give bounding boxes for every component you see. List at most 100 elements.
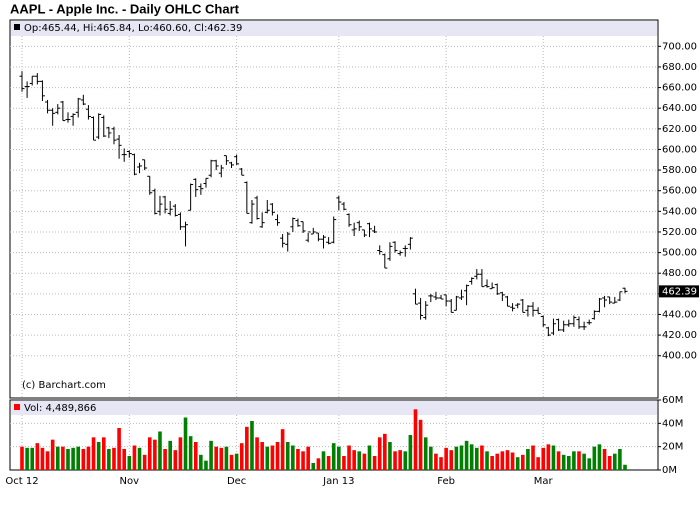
- volume-bar: [531, 445, 535, 470]
- volume-bar: [291, 445, 295, 470]
- volume-bar: [20, 446, 24, 470]
- volume-bar: [91, 437, 96, 470]
- volume-bar: [321, 451, 326, 470]
- y-tick-label: 60M: [662, 395, 683, 406]
- y-tick-label: 620.00: [662, 124, 697, 135]
- volume-bar: [454, 446, 459, 470]
- volume-bar: [413, 409, 418, 470]
- volume-bar: [137, 447, 142, 470]
- y-tick-label: 520.00: [662, 227, 697, 238]
- volume-bar: [444, 447, 448, 470]
- copyright: (c) Barchart.com: [22, 380, 106, 391]
- y-tick-label: 680.00: [662, 62, 697, 73]
- volume-bar: [566, 456, 571, 470]
- volume-bar: [362, 453, 367, 470]
- volume-bar: [204, 460, 208, 470]
- volume-bar: [55, 446, 60, 470]
- volume-bar: [45, 451, 50, 470]
- volume-bar: [331, 443, 336, 470]
- volume-bar: [541, 447, 546, 470]
- volume-bar: [326, 456, 331, 470]
- volume-bar: [439, 457, 443, 470]
- y-tick-label: 580.00: [662, 165, 697, 176]
- volume-bar: [117, 428, 121, 470]
- volume-bar: [76, 446, 81, 470]
- volume-bar: [112, 447, 116, 470]
- volume-bar: [546, 444, 551, 470]
- volume-bar: [408, 435, 413, 470]
- volume-bar: [623, 464, 627, 470]
- volume-bar: [40, 447, 45, 470]
- volume-bar: [153, 439, 157, 470]
- volume-bar: [587, 458, 592, 470]
- volume-bar: [383, 433, 387, 470]
- y-tick-label: 400.00: [662, 351, 697, 362]
- y-tick-label: 660.00: [662, 83, 697, 94]
- volume-bar: [536, 457, 540, 470]
- volume-bar: [122, 449, 127, 470]
- volume-bar: [35, 443, 40, 470]
- volume-bar: [199, 454, 203, 470]
- volume-bar: [597, 444, 602, 470]
- volume-bar: [602, 449, 607, 470]
- volume-bar: [306, 446, 310, 470]
- y-tick-label: 540.00: [662, 206, 697, 217]
- volume-bar: [158, 431, 162, 470]
- volume-bar: [316, 458, 321, 470]
- volume-bar: [280, 429, 285, 470]
- volume-bar: [464, 440, 469, 470]
- volume-bar: [388, 442, 392, 470]
- volume-bar: [459, 445, 464, 470]
- volume-bar: [188, 436, 193, 470]
- volume-bar: [342, 456, 346, 470]
- volume-bar: [347, 445, 351, 470]
- volume-bar: [250, 421, 254, 470]
- volume-bar: [418, 419, 423, 470]
- volume-bar: [490, 456, 494, 470]
- y-tick-label: 700.00: [662, 41, 697, 52]
- volume-bar: [480, 445, 484, 470]
- volume-bar: [561, 454, 566, 470]
- volume-bar: [393, 451, 397, 470]
- volume-bar: [219, 447, 224, 470]
- volume-bar: [178, 437, 183, 470]
- x-tick-label: Oct 12: [5, 476, 38, 487]
- legend-swatch: [14, 404, 20, 410]
- volume-bar: [265, 446, 270, 470]
- volume-bar: [434, 453, 438, 470]
- volume-bar: [239, 443, 244, 470]
- volume-bar: [510, 452, 515, 470]
- volume-bar: [30, 447, 35, 470]
- volume-bar: [229, 454, 234, 470]
- volume-bar: [357, 451, 362, 470]
- volume-bar: [245, 426, 249, 470]
- price-header: [11, 21, 657, 36]
- volume-bar: [337, 446, 341, 470]
- y-tick-label: 0M: [662, 465, 677, 476]
- volume-bar: [234, 453, 239, 470]
- volume-bar: [495, 453, 500, 470]
- volume-header: [11, 401, 657, 415]
- volume-bar: [449, 450, 454, 470]
- volume-bar: [556, 451, 561, 470]
- volume-bar: [142, 454, 147, 470]
- y-tick-label: 640.00: [662, 103, 697, 114]
- volume-bar: [485, 451, 489, 470]
- volume-bar: [377, 437, 382, 470]
- x-tick-label: Nov: [120, 476, 140, 487]
- volume-bar: [193, 442, 198, 470]
- volume-bar: [398, 450, 402, 470]
- volume-bar: [520, 454, 525, 470]
- volume-bar: [551, 445, 556, 470]
- volume-bar: [296, 449, 300, 470]
- volume-bar: [255, 437, 259, 470]
- volume-bar: [301, 451, 305, 470]
- x-tick-label: Dec: [227, 476, 246, 487]
- volume-bar: [71, 447, 75, 470]
- price-panel: [9, 19, 659, 399]
- y-tick-label: 600.00: [662, 144, 697, 155]
- x-tick-label: Feb: [437, 476, 455, 487]
- volume-bar: [260, 442, 264, 470]
- y-tick-label: 480.00: [662, 268, 697, 279]
